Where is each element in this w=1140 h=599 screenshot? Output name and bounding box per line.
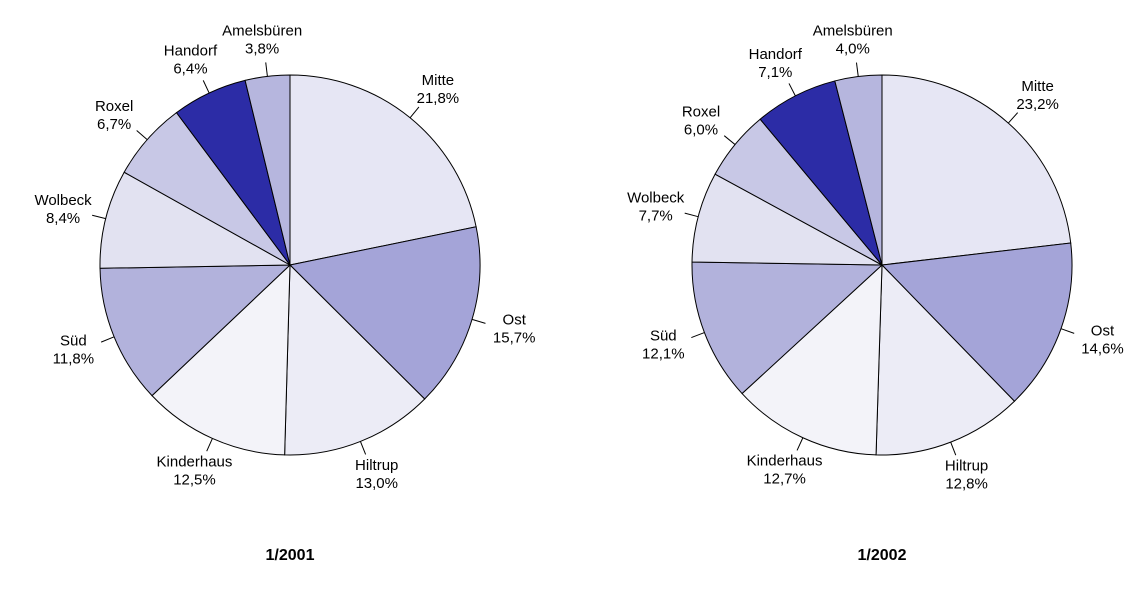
leader-line (684, 212, 699, 218)
slice-value-label: 23,2% (1016, 96, 1059, 113)
leader-line (691, 332, 705, 339)
slice-value-label: 6,0% (684, 122, 718, 139)
pie-slice (881, 74, 1072, 266)
chart-title: 1/2001 (266, 547, 315, 564)
slice-label: Amelsbüren (813, 23, 893, 40)
leader-line (202, 80, 210, 94)
slice-label: Ost (503, 312, 527, 329)
pie-slice (151, 263, 291, 456)
slice-value-label: 13,0% (355, 475, 398, 492)
slice-label: Süd (650, 327, 677, 344)
leader-line (359, 441, 367, 455)
leader-line (206, 438, 213, 452)
pie-slice (834, 74, 883, 266)
slice-label: Roxel (95, 98, 133, 115)
pie-slice (284, 263, 426, 456)
pie-slice (880, 242, 1073, 402)
pie-slice (99, 264, 292, 397)
leader-line (723, 135, 736, 145)
slice-label: Wolbeck (627, 190, 685, 207)
chart-title: 1/2002 (858, 547, 907, 564)
slice-value-label: 3,8% (245, 41, 279, 58)
slice-value-label: 12,1% (642, 345, 685, 362)
slice-label: Amelsbüren (222, 23, 302, 40)
slice-label: Kinderhaus (747, 452, 823, 469)
slice-value-label: 21,8% (417, 90, 460, 107)
slice-label: Hiltrup (355, 457, 398, 474)
slice-label: Roxel (682, 104, 720, 121)
leader-line (100, 336, 115, 343)
leader-line (92, 214, 106, 220)
leader-line (1007, 112, 1019, 124)
slice-value-label: 8,4% (46, 210, 80, 227)
slice-label: Mitte (422, 72, 455, 89)
leader-line (136, 130, 148, 141)
pie-slice (289, 74, 477, 266)
slice-value-label: 7,7% (639, 208, 673, 225)
slice-label: Süd (60, 332, 87, 349)
slice-label: Hiltrup (945, 458, 988, 475)
slice-value-label: 6,7% (97, 116, 131, 133)
slice-value-label: 7,1% (758, 64, 792, 81)
slice-value-label: 11,8% (53, 350, 94, 367)
slice-value-label: 15,7% (493, 330, 536, 347)
slice-label: Ost (1091, 323, 1115, 340)
pie-slice (99, 171, 292, 269)
slice-value-label: 12,5% (173, 471, 216, 488)
leader-line (1060, 328, 1075, 334)
pie-slice (875, 263, 1016, 456)
slice-value-label: 12,7% (763, 470, 806, 487)
slice-label: Mitte (1021, 78, 1054, 95)
slice-label: Handorf (164, 42, 218, 59)
leader-line (950, 441, 957, 456)
slice-label: Wolbeck (34, 192, 92, 209)
leader-line (796, 437, 804, 451)
slice-label: Kinderhaus (157, 453, 233, 470)
leader-line (471, 318, 486, 324)
slice-value-label: 4,0% (836, 41, 870, 58)
slice-value-label: 6,4% (173, 60, 207, 77)
leader-line (855, 62, 859, 77)
leader-line (788, 83, 796, 97)
slice-value-label: 12,8% (945, 476, 988, 493)
leader-line (409, 106, 420, 119)
slice-value-label: 14,6% (1081, 341, 1124, 358)
pie-slice (288, 226, 481, 400)
pie-slice (691, 261, 884, 395)
leader-line (265, 62, 268, 77)
slice-label: Handorf (749, 46, 803, 63)
